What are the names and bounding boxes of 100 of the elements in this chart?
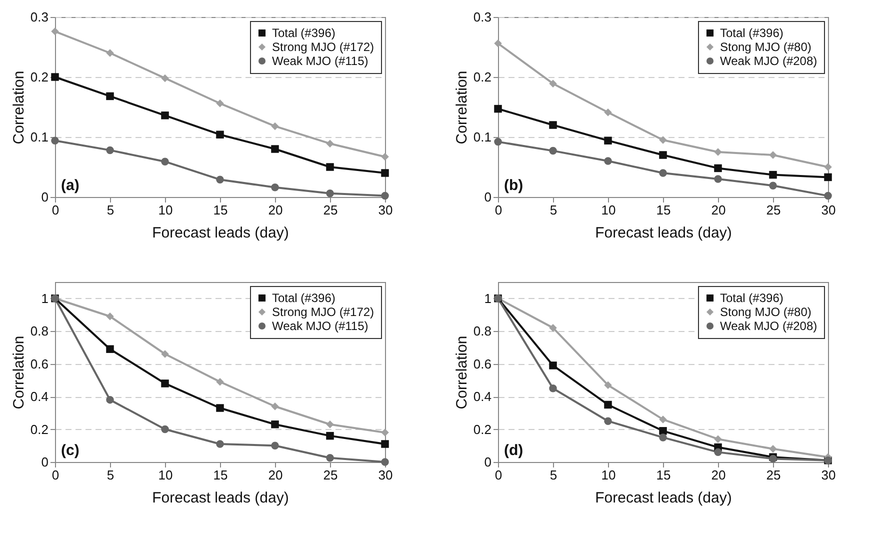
x-tick-label: 20 xyxy=(268,202,283,218)
point xyxy=(271,122,279,130)
y-tick-label: 0.6 xyxy=(30,356,48,372)
point xyxy=(549,384,557,392)
legend-label: Total (#396) xyxy=(272,291,336,305)
x-tick-label: 15 xyxy=(656,202,671,218)
x-tick-label: 25 xyxy=(323,468,338,482)
point xyxy=(326,190,334,198)
legend-label: Weak MJO (#115) xyxy=(272,54,368,68)
point xyxy=(381,192,389,200)
y-tick-label: 0.2 xyxy=(30,70,48,84)
y-tick-label: 0 xyxy=(41,454,48,470)
point xyxy=(381,440,389,448)
x-axis-title: Forecast leads (day) xyxy=(152,490,289,506)
point xyxy=(161,380,169,388)
y-tick-label: 0.3 xyxy=(30,10,48,24)
annotation: (b) xyxy=(504,177,524,194)
point xyxy=(549,80,557,88)
x-tick-label: 30 xyxy=(378,468,393,482)
y-axis-title: Correlation xyxy=(453,70,470,144)
legend-label: Total (#396) xyxy=(272,26,336,40)
x-tick-label: 0 xyxy=(494,468,502,482)
point xyxy=(494,40,502,48)
point xyxy=(659,136,667,144)
x-axis-title: Forecast leads (day) xyxy=(595,490,732,506)
point xyxy=(824,173,832,182)
x-tick-label: 0 xyxy=(52,202,60,218)
point xyxy=(326,454,334,462)
point xyxy=(381,152,389,161)
x-tick-label: 10 xyxy=(601,202,616,218)
point xyxy=(326,140,334,148)
y-tick-label: 0 xyxy=(484,454,492,470)
y-tick-label: 0.2 xyxy=(30,422,48,437)
point xyxy=(714,435,722,443)
point xyxy=(106,312,114,320)
point xyxy=(381,428,389,436)
point xyxy=(714,175,722,183)
x-tick-label: 10 xyxy=(601,468,616,482)
point xyxy=(216,404,224,412)
point xyxy=(51,73,59,81)
x-tick-label: 20 xyxy=(711,468,726,482)
point xyxy=(769,182,777,190)
point xyxy=(659,169,667,177)
point xyxy=(161,112,169,120)
point xyxy=(549,362,557,370)
x-tick-label: 25 xyxy=(766,468,781,482)
y-tick-label: 0 xyxy=(484,190,492,204)
point xyxy=(604,417,612,425)
x-tick-label: 30 xyxy=(821,468,836,482)
annotation: (d) xyxy=(504,442,524,459)
point xyxy=(714,164,722,172)
point xyxy=(381,169,389,177)
legend-label: Stong MJO (#80) xyxy=(720,305,812,319)
point xyxy=(714,148,722,156)
y-tick-label: 0.4 xyxy=(473,389,492,404)
legend-label: Weak MJO (#208) xyxy=(720,319,818,333)
point xyxy=(659,416,667,424)
point xyxy=(326,432,334,440)
point xyxy=(216,440,224,448)
point xyxy=(824,192,832,200)
point xyxy=(51,28,59,36)
y-tick-label: 0.6 xyxy=(473,356,492,372)
x-tick-label: 20 xyxy=(268,468,283,482)
point xyxy=(216,378,224,386)
x-tick-label: 25 xyxy=(766,202,781,218)
legend-label: Weak MJO (#115) xyxy=(272,319,368,333)
point xyxy=(604,157,612,165)
point xyxy=(549,121,557,129)
point xyxy=(326,420,334,428)
point xyxy=(714,448,722,456)
point xyxy=(824,163,832,171)
legend-label: Total (#396) xyxy=(720,291,784,305)
y-tick-label: 1 xyxy=(484,290,492,306)
point xyxy=(106,146,114,154)
point xyxy=(549,146,557,155)
point xyxy=(604,108,612,116)
x-tick-label: 30 xyxy=(378,202,393,218)
point xyxy=(271,442,279,450)
point xyxy=(161,350,169,358)
y-tick-label: 0.3 xyxy=(473,10,492,24)
y-tick-label: 0.8 xyxy=(30,324,48,339)
point xyxy=(161,425,169,434)
point xyxy=(494,138,502,146)
x-tick-label: 20 xyxy=(711,202,726,218)
point xyxy=(271,145,279,153)
legend-label: Strong MJO (#172) xyxy=(272,40,374,54)
point xyxy=(604,381,612,389)
point xyxy=(494,104,502,113)
point xyxy=(659,151,667,159)
y-axis-title: Correlation xyxy=(10,336,28,410)
annotation: (c) xyxy=(61,442,80,459)
y-tick-label: 0.1 xyxy=(30,130,48,144)
point xyxy=(604,136,612,144)
point xyxy=(216,176,224,184)
point xyxy=(659,434,667,442)
x-axis-title: Forecast leads (day) xyxy=(152,224,289,242)
y-tick-label: 0 xyxy=(41,190,48,204)
point xyxy=(326,163,334,171)
legend-label: Weak MJO (#208) xyxy=(720,54,818,68)
point xyxy=(106,396,114,404)
